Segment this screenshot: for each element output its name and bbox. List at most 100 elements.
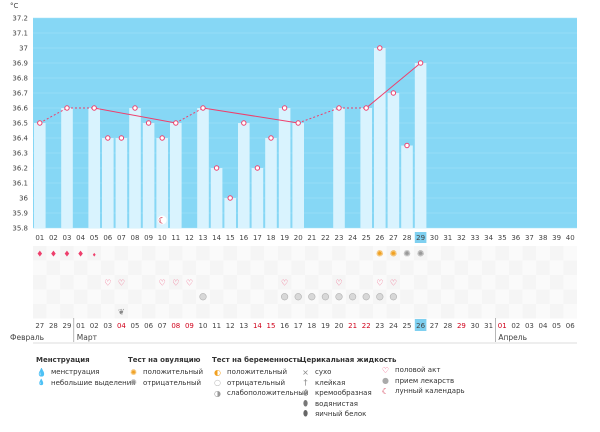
legend-item: менструация xyxy=(51,368,100,377)
day-number: 21 xyxy=(307,234,316,242)
temperature-bar xyxy=(129,108,141,228)
legend-menstruation: Менструация 💧 менструация 💧 небольшие выде… xyxy=(36,356,136,388)
pregnancy-weak-icon xyxy=(376,293,384,301)
temperature-bar xyxy=(224,198,236,228)
y-tick-label: 36.2 xyxy=(12,165,28,173)
date-number: 02 xyxy=(90,322,99,330)
day-number: 15 xyxy=(226,234,235,242)
date-number: 01 xyxy=(76,322,85,330)
marker-cell xyxy=(413,289,428,304)
marker-cell xyxy=(332,275,346,290)
day-number: 31 xyxy=(443,234,452,242)
marker-cell xyxy=(46,260,61,275)
egg-white-icon: ⬮ xyxy=(302,409,309,419)
temperature-bar xyxy=(34,123,46,228)
date-number: 21 xyxy=(348,322,357,330)
temperature-bar xyxy=(238,123,250,228)
legend-item: водянистая xyxy=(315,399,359,408)
y-tick-label: 35.9 xyxy=(12,210,28,218)
marker-cell xyxy=(60,260,74,275)
marker-cell xyxy=(441,289,455,304)
marker-cell xyxy=(318,275,333,290)
temperature-bar xyxy=(61,108,73,228)
temperature-bar xyxy=(115,138,128,228)
sex-icon: ♡ xyxy=(118,278,125,287)
marker-cell xyxy=(264,289,278,304)
temperature-point xyxy=(227,195,233,201)
pregnancy-weak-icon xyxy=(362,293,370,301)
legend-item: отрицательный xyxy=(227,378,286,387)
ovulation-negative-icon: ✺ xyxy=(417,249,425,259)
menstruation-icon: ♦ xyxy=(50,249,57,258)
marker-cell xyxy=(101,304,115,319)
month-label: Февраль xyxy=(10,333,44,342)
marker-cell xyxy=(73,304,88,319)
day-number: 03 xyxy=(63,234,72,242)
marker-cell xyxy=(291,246,305,261)
marker-cell xyxy=(209,246,224,261)
marker-cell xyxy=(563,275,577,290)
date-number: 27 xyxy=(35,322,44,330)
medicine-icon: ❦ xyxy=(118,307,125,316)
marker-cell xyxy=(563,260,577,275)
day-number: 34 xyxy=(484,234,493,242)
day-number: 11 xyxy=(171,234,180,242)
legend-item: прием лекарств xyxy=(395,376,455,385)
legend-ovulation: Тест на овуляцию ✺ положительный ✺ отрицат… xyxy=(128,356,203,388)
marker-cell xyxy=(114,289,129,304)
day-number: 22 xyxy=(321,234,330,242)
marker-cell xyxy=(563,246,577,261)
marker-cell xyxy=(318,246,333,261)
marker-cell xyxy=(33,275,47,290)
marker-cell xyxy=(155,260,169,275)
marker-cell xyxy=(264,304,278,319)
marker-cell xyxy=(305,275,319,290)
legend-menstruation-title: Менструация xyxy=(36,356,90,364)
marker-cell xyxy=(87,304,101,319)
creamy-icon: ❦ xyxy=(302,388,309,398)
date-number: 23 xyxy=(375,322,384,330)
moon-marker xyxy=(157,215,167,225)
date-number: 07 xyxy=(158,322,167,330)
marker-cell xyxy=(237,289,251,304)
day-number: 04 xyxy=(76,234,85,242)
day-number: 38 xyxy=(539,234,548,242)
marker-cell xyxy=(454,260,469,275)
temperature-point xyxy=(132,105,138,111)
legend-item: слабоположительный xyxy=(227,389,309,398)
temperature-bar xyxy=(374,48,386,228)
temperature-bar xyxy=(387,93,400,228)
day-number: 28 xyxy=(403,234,412,242)
ovulation-positive-icon: ✺ xyxy=(376,249,384,259)
marker-cell xyxy=(441,275,455,290)
marker-cell xyxy=(373,246,387,261)
marker-cell xyxy=(277,275,292,290)
day-number: 02 xyxy=(49,234,58,242)
pregnancy-weak-icon xyxy=(389,293,398,301)
day-number: 27 xyxy=(389,234,398,242)
legend-cervical-title: Церикальная жидкость xyxy=(300,356,397,364)
date-number: 29 xyxy=(63,322,72,330)
marker-cell xyxy=(495,260,509,275)
temperature-bar xyxy=(265,138,277,228)
day-number: 24 xyxy=(348,234,357,242)
sun-positive-icon: ✺ xyxy=(130,367,137,377)
day-number: 39 xyxy=(552,234,561,242)
marker-cell xyxy=(223,246,237,261)
marker-cell xyxy=(345,246,360,261)
marker-cell xyxy=(359,304,373,319)
date-number: 15 xyxy=(267,322,276,330)
temperature-bar xyxy=(414,63,427,228)
marker-cell xyxy=(441,304,455,319)
marker-cell xyxy=(305,260,319,275)
temperature-line xyxy=(39,107,68,124)
date-number: 19 xyxy=(321,322,330,330)
day-number: 33 xyxy=(471,234,480,242)
small-drop-icon: 💧 xyxy=(37,379,46,387)
marker-cell xyxy=(141,304,156,319)
marker-cell xyxy=(73,260,88,275)
marker-cell xyxy=(549,304,564,319)
marker-cell xyxy=(209,275,224,290)
temperature-point xyxy=(173,120,179,126)
date-number: 30 xyxy=(471,322,480,330)
